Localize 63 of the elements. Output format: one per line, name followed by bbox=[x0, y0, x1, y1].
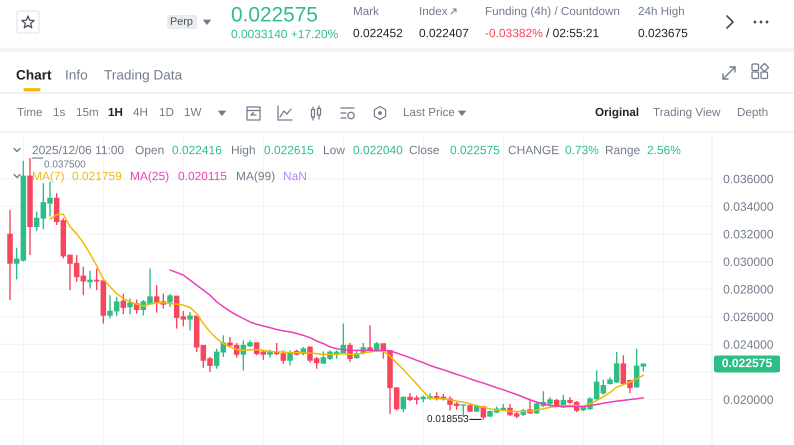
y-tick-label: 0.020000 bbox=[724, 395, 774, 404]
annotation: MA(99) bbox=[236, 171, 274, 183]
text: Trading View bbox=[653, 108, 720, 118]
text: MA(25) bbox=[130, 171, 168, 183]
text: Mark bbox=[354, 6, 379, 16]
annotation: 2025/12/06 11:00 bbox=[32, 145, 124, 154]
annotation: CHANGE bbox=[508, 146, 559, 154]
text: -0.03382% bbox=[486, 28, 542, 38]
text: 0.022575 bbox=[722, 358, 772, 368]
y-tick-label: 0.024000 bbox=[724, 340, 774, 349]
text: 0.022407 bbox=[419, 28, 468, 38]
candlestick bbox=[87, 270, 93, 290]
annotation: Open bbox=[136, 146, 164, 157]
text: 4H bbox=[133, 108, 147, 116]
text: Time bbox=[17, 108, 42, 116]
annotation: High bbox=[232, 145, 255, 157]
text: MA(7) bbox=[32, 171, 64, 183]
text: Info bbox=[66, 70, 88, 80]
text: 1W bbox=[184, 108, 202, 116]
y-tick-label: 0.036000 bbox=[724, 174, 774, 184]
text: 1s bbox=[54, 108, 65, 116]
candlestick bbox=[127, 298, 133, 315]
annotation: 0.73% bbox=[565, 146, 598, 154]
annotation: Range bbox=[606, 146, 640, 157]
y-tick-label: 0.032000 bbox=[724, 230, 774, 238]
text: 24h High bbox=[638, 6, 684, 18]
annotation: 0.021759 bbox=[72, 172, 122, 180]
annotation: 0.037500 bbox=[44, 160, 86, 168]
text: 2.56% bbox=[648, 146, 680, 154]
text: Chart bbox=[16, 70, 52, 80]
annotation: 0.022040 bbox=[353, 146, 402, 154]
y-tick-label: 0.034000 bbox=[724, 202, 774, 211]
text: 1H bbox=[108, 108, 122, 116]
text: / 02:55:21 bbox=[546, 28, 599, 38]
annotation: 0.020115 bbox=[178, 172, 226, 180]
text: 0.022452 bbox=[353, 28, 402, 38]
text: Last Price bbox=[404, 108, 454, 116]
annotation: 0.022615 bbox=[264, 146, 314, 154]
text: Perp bbox=[170, 17, 192, 28]
y-tick-label: 0.028000 bbox=[724, 285, 774, 294]
text: Original bbox=[595, 108, 638, 118]
candlestick bbox=[167, 293, 173, 308]
candlestick bbox=[400, 396, 406, 413]
text: Index bbox=[420, 6, 448, 16]
annotation: 0.022575 bbox=[450, 146, 500, 154]
candlestick bbox=[187, 311, 193, 332]
text: Trading Data bbox=[104, 70, 182, 82]
y-tick-label: 0.030000 bbox=[724, 257, 774, 266]
text: 0.023675 bbox=[638, 28, 688, 38]
annotation: 0.018553 bbox=[427, 415, 468, 422]
candlestick bbox=[120, 292, 126, 315]
text: Depth bbox=[738, 108, 768, 118]
text: Funding (4h) / Countdown bbox=[486, 6, 620, 18]
text: 15m bbox=[76, 108, 98, 116]
annotation: NaN bbox=[284, 172, 306, 180]
text: 0.022575 bbox=[232, 6, 318, 22]
annotation: 0.022416 bbox=[172, 146, 222, 154]
y-tick-label: 0.026000 bbox=[724, 312, 774, 322]
annotation: Low bbox=[324, 146, 345, 154]
annotation: Close bbox=[410, 145, 440, 154]
text: 0.0033140 +17.20% bbox=[231, 30, 338, 38]
text: 1D bbox=[160, 108, 174, 116]
line-series bbox=[169, 269, 644, 408]
